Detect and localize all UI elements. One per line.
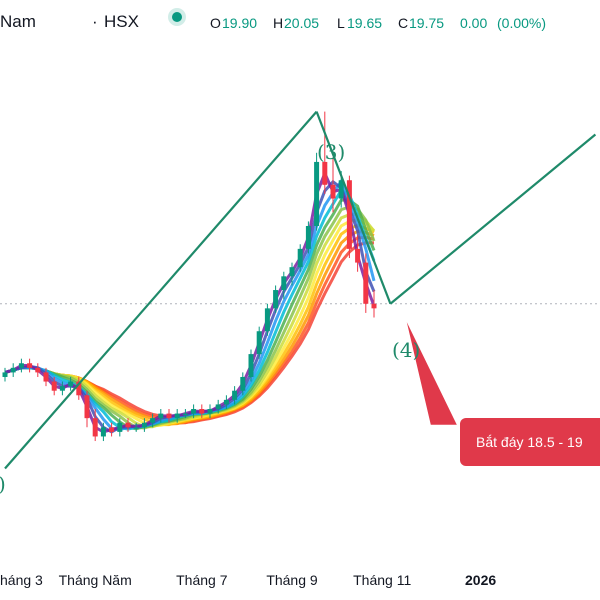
candle-down (346, 180, 352, 249)
candle-down (355, 248, 361, 263)
candle-up (281, 276, 287, 291)
candle-up (141, 422, 147, 428)
symbol-name[interactable]: Nam (0, 12, 36, 31)
candle-up (248, 354, 254, 377)
candle-up (215, 404, 221, 410)
candle-down (322, 161, 328, 185)
exchange-label: HSX (104, 12, 139, 31)
symbol-header: Nam · HSX O 19.90 H 20.05 L 19.65 C 19.7… (0, 8, 600, 36)
candle-up (150, 418, 156, 423)
candle-down (76, 381, 82, 396)
change-percent: (0.00%) (497, 15, 547, 31)
x-tick-label: Tháng 11 (353, 572, 412, 588)
x-tick-label: Tháng 7 (176, 572, 228, 588)
candle-up (223, 399, 229, 405)
candle-up (158, 413, 164, 419)
candle-up (117, 422, 123, 432)
candle-up (10, 367, 16, 373)
candle-down (199, 409, 205, 414)
ma-ribbon-8 (4, 212, 376, 429)
candle-up (314, 161, 320, 226)
wave-label-3: (3) (317, 140, 346, 164)
wave-line-3 (389, 133, 597, 305)
candle-up (59, 386, 65, 391)
candle-down (27, 363, 33, 368)
callout-pointer (406, 322, 457, 425)
wave-line-1 (4, 110, 318, 470)
candle-up (182, 413, 188, 416)
ma-ribbon-10 (4, 223, 375, 427)
high-value: 20.05 (284, 15, 320, 31)
wave-label-4: (4) (392, 338, 421, 362)
candle-up (289, 267, 295, 277)
symbol-separator: · (92, 12, 98, 31)
close-label: C (398, 15, 409, 31)
candle-up (232, 390, 238, 400)
candle-up (256, 331, 262, 355)
x-tick-label: Tháng 9 (266, 572, 318, 588)
candle-down (35, 367, 41, 373)
wave-line-2 (315, 111, 392, 305)
x-tick-label: háng 3 (0, 572, 43, 588)
candle-down (92, 418, 98, 437)
close-value: 19.75 (409, 15, 445, 31)
change-value: 0.00 (460, 15, 488, 31)
callout-bottom-buy[interactable]: Bắt đáy 18.5 - 19 (460, 418, 600, 466)
candle-down (43, 372, 49, 382)
candle-up (240, 376, 246, 391)
x-tick-label: Tháng Năm (58, 572, 132, 588)
candle-up (297, 248, 303, 268)
candle-down (371, 303, 377, 309)
candle-up (100, 427, 106, 437)
candle-down (51, 381, 57, 391)
open-label: O (210, 15, 221, 31)
candle-up (207, 409, 213, 414)
candle-down (84, 395, 90, 419)
high-label: H (273, 15, 284, 31)
candle-down (109, 427, 115, 432)
candle-up (264, 308, 270, 332)
candle-up (18, 363, 24, 368)
candle-up (338, 180, 344, 199)
candle-up (191, 409, 197, 414)
x-tick-label: 2026 (465, 572, 497, 588)
wave-label-partial: ) (0, 472, 6, 496)
open-value: 19.90 (222, 15, 258, 31)
candle-down (363, 262, 369, 304)
candle-up (273, 290, 279, 309)
market-status-dot-icon (172, 12, 182, 22)
candle-down (125, 422, 131, 428)
candle-up (68, 381, 74, 387)
ma-ribbon-12 (4, 235, 375, 425)
candle-up (305, 225, 311, 249)
ma-ribbon-2 (4, 169, 376, 434)
candle-down (330, 184, 336, 199)
low-value: 19.65 (347, 15, 383, 31)
candle-up (133, 427, 139, 429)
candle-down (166, 413, 172, 419)
low-label: L (337, 15, 345, 31)
candle-up (174, 413, 180, 419)
candle-up (2, 372, 8, 377)
